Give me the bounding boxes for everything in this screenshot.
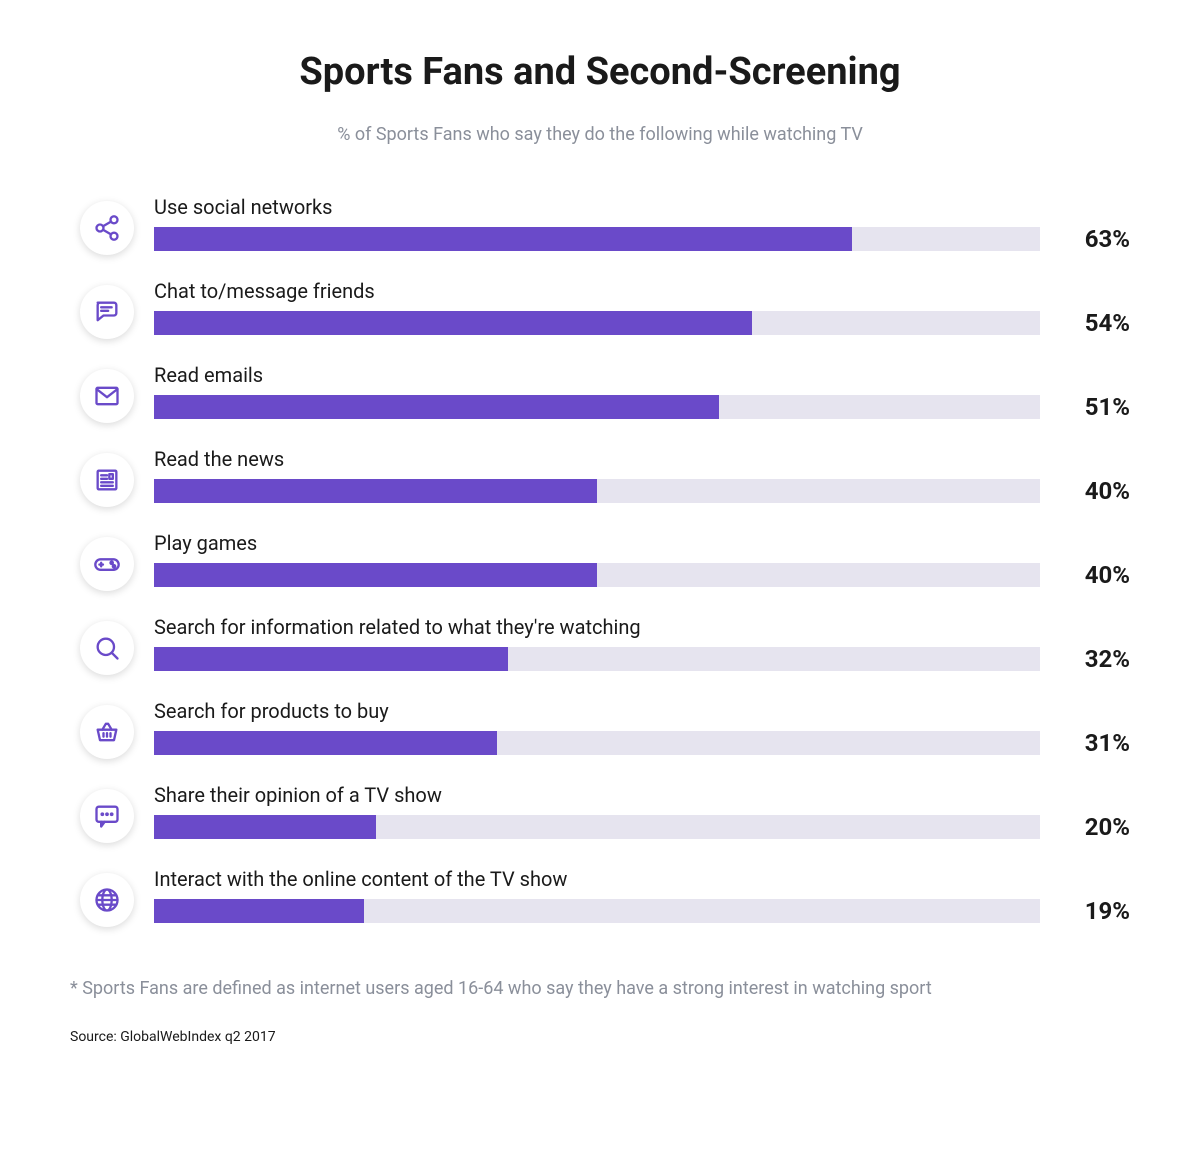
bar-label: Chat to/message friends <box>154 279 1040 303</box>
bar-section: Play games <box>154 531 1040 587</box>
bar-row: Search for products to buy 31% <box>80 699 1130 755</box>
chart-subtitle: % of Sports Fans who say they do the fol… <box>70 124 1130 145</box>
chart-title: Sports Fans and Second-Screening <box>70 50 1130 94</box>
bar-label: Search for information related to what t… <box>154 615 1040 639</box>
bar-fill <box>154 311 752 335</box>
bar-fill <box>154 563 597 587</box>
bar-row: Search for information related to what t… <box>80 615 1130 671</box>
chat-icon <box>80 285 134 339</box>
bar-row: Interact with the online content of the … <box>80 867 1130 923</box>
bar-label: Search for products to buy <box>154 699 1040 723</box>
news-icon <box>80 453 134 507</box>
bar-label: Read the news <box>154 447 1040 471</box>
bar-section: Read emails <box>154 363 1040 419</box>
bar-track <box>154 563 1040 587</box>
bar-fill <box>154 479 597 503</box>
bar-percent: 19% <box>1060 897 1130 925</box>
bar-percent: 40% <box>1060 561 1130 589</box>
bar-track <box>154 395 1040 419</box>
bar-percent: 31% <box>1060 729 1130 757</box>
bar-percent: 32% <box>1060 645 1130 673</box>
footnote: * Sports Fans are defined as internet us… <box>70 978 1130 999</box>
bar-fill <box>154 227 852 251</box>
bar-fill <box>154 899 364 923</box>
bar-percent: 54% <box>1060 309 1130 337</box>
bar-track <box>154 227 1040 251</box>
bar-row: Play games 40% <box>80 531 1130 587</box>
gamepad-icon <box>80 537 134 591</box>
bar-row: Read the news 40% <box>80 447 1130 503</box>
bar-track <box>154 479 1040 503</box>
bar-label: Share their opinion of a TV show <box>154 783 1040 807</box>
basket-icon <box>80 705 134 759</box>
bar-row: Chat to/message friends 54% <box>80 279 1130 335</box>
bar-section: Interact with the online content of the … <box>154 867 1040 923</box>
bar-rows-container: Use social networks 63% Chat to/message fr… <box>70 195 1130 923</box>
bar-track <box>154 731 1040 755</box>
bar-section: Share their opinion of a TV show <box>154 783 1040 839</box>
bar-fill <box>154 731 497 755</box>
opinion-icon <box>80 789 134 843</box>
bar-track <box>154 815 1040 839</box>
bar-label: Play games <box>154 531 1040 555</box>
bar-section: Chat to/message friends <box>154 279 1040 335</box>
bar-fill <box>154 395 719 419</box>
bar-section: Use social networks <box>154 195 1040 251</box>
bar-percent: 40% <box>1060 477 1130 505</box>
bar-label: Use social networks <box>154 195 1040 219</box>
source-line: Source: GlobalWebIndex q2 2017 <box>70 1029 1130 1045</box>
bar-fill <box>154 815 376 839</box>
bar-row: Share their opinion of a TV show 20% <box>80 783 1130 839</box>
bar-label: Interact with the online content of the … <box>154 867 1040 891</box>
bar-percent: 63% <box>1060 225 1130 253</box>
bar-section: Search for products to buy <box>154 699 1040 755</box>
bar-track <box>154 647 1040 671</box>
bar-section: Read the news <box>154 447 1040 503</box>
bar-track <box>154 311 1040 335</box>
bar-percent: 51% <box>1060 393 1130 421</box>
bar-fill <box>154 647 508 671</box>
bar-label: Read emails <box>154 363 1040 387</box>
bar-track <box>154 899 1040 923</box>
globe-icon <box>80 873 134 927</box>
bar-row: Use social networks 63% <box>80 195 1130 251</box>
bar-section: Search for information related to what t… <box>154 615 1040 671</box>
mail-icon <box>80 369 134 423</box>
bar-row: Read emails 51% <box>80 363 1130 419</box>
bar-percent: 20% <box>1060 813 1130 841</box>
search-icon <box>80 621 134 675</box>
share-icon <box>80 201 134 255</box>
